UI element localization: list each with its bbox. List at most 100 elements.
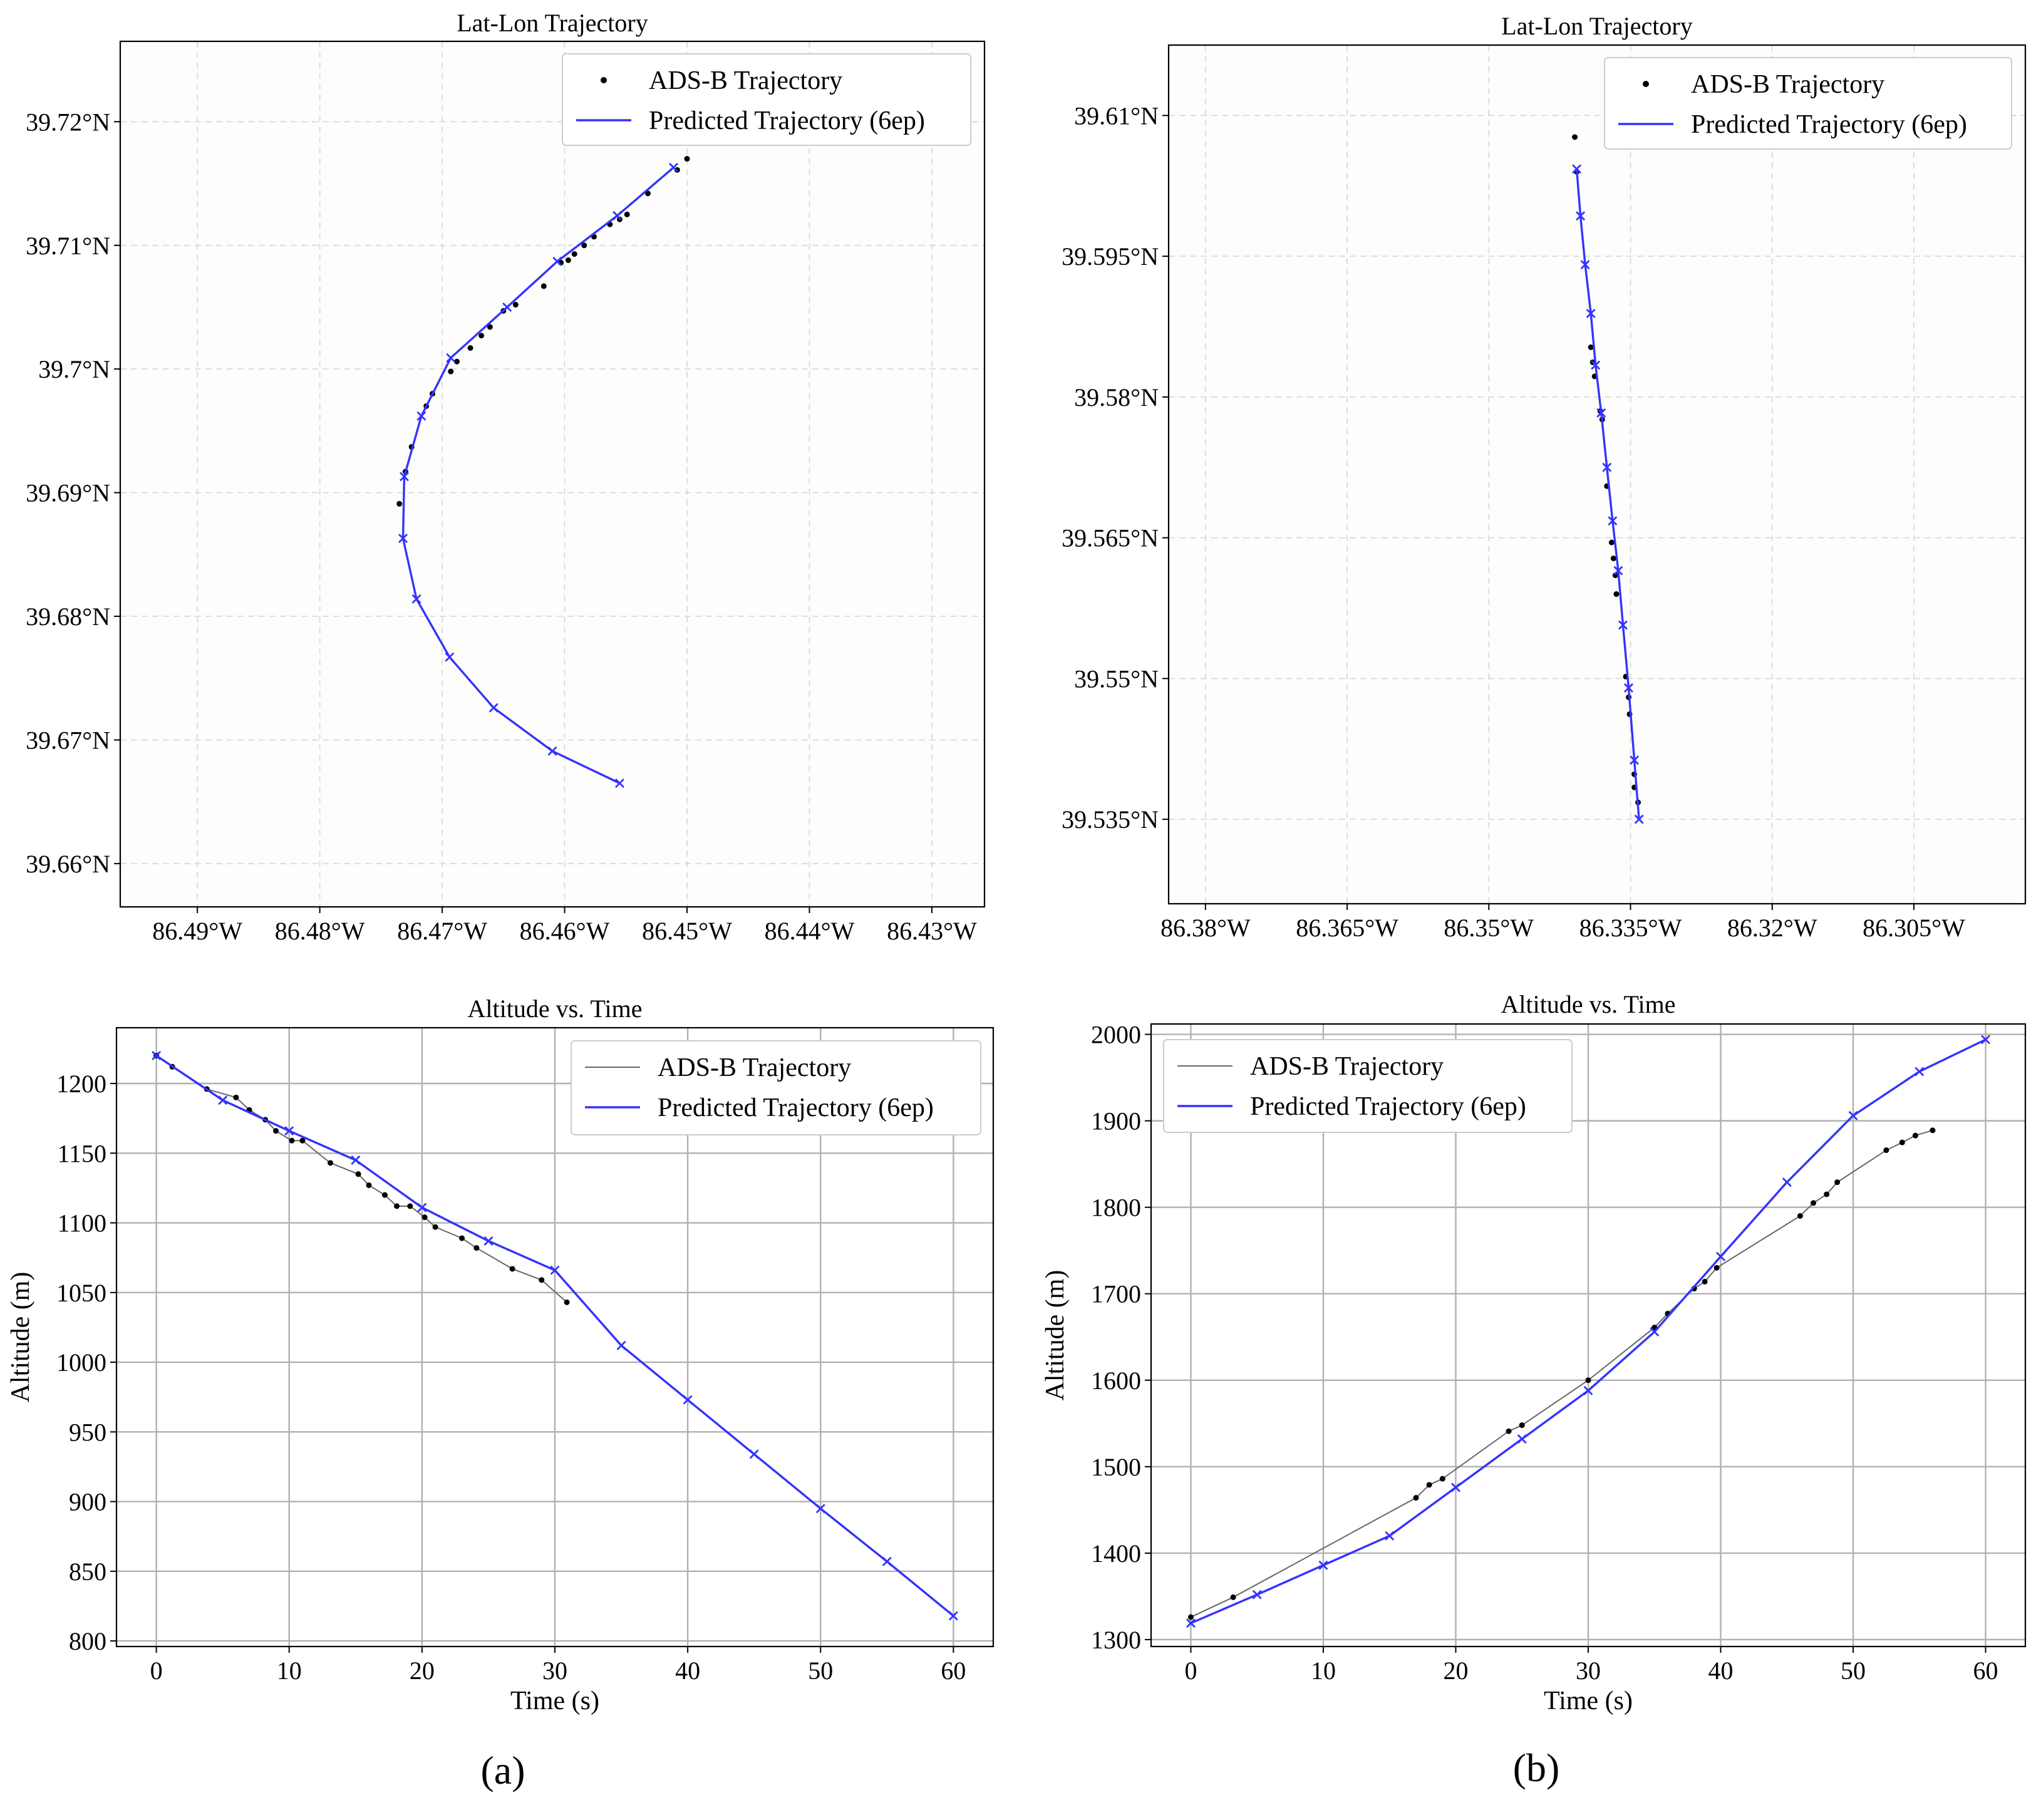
x-tick-label: 86.44°W: [765, 917, 855, 945]
chart-title: Altitude vs. Time: [1501, 990, 1676, 1018]
adsb-point: [1572, 134, 1578, 140]
y-tick-label: 1700: [1091, 1280, 1141, 1308]
x-tick-label: 86.38°W: [1160, 914, 1251, 942]
adsb-point: [355, 1171, 361, 1177]
predicted-marker: [1591, 360, 1601, 370]
x-tick-label: 60: [1973, 1657, 1998, 1685]
adsb-point: [487, 324, 493, 330]
chart-a_alt: 0 10 20 30 40 50 60 800 850 900 950 1000 1050 1100 115…: [6, 995, 995, 1715]
predicted-marker: [1318, 1560, 1328, 1570]
y-tick-label: 1300: [1091, 1626, 1141, 1654]
x-tick-label: 20: [1443, 1657, 1468, 1685]
legend: ADS-B Trajectory Predicted Trajectory (6e…: [1163, 1039, 1573, 1133]
series-predicted: [398, 162, 678, 788]
y-tick-label: 39.7°N: [38, 355, 110, 383]
adsb-point: [1519, 1422, 1525, 1429]
legend: ADS-B Trajectory Predicted Trajectory (6e…: [571, 1040, 981, 1135]
adsb-point: [1230, 1594, 1236, 1600]
predicted-marker: [1608, 516, 1618, 526]
y-tick-label: 1100: [57, 1209, 106, 1238]
y-tick-label: 1800: [1091, 1194, 1141, 1222]
y-tick-label: 39.595°N: [1062, 242, 1159, 271]
predicted-marker: [547, 746, 557, 756]
predicted-marker: [502, 302, 512, 312]
adsb-point: [273, 1128, 279, 1134]
x-tick-label: 86.335°W: [1579, 914, 1682, 942]
legend-label: Predicted Trajectory (6ep): [658, 1094, 934, 1122]
adsb-point: [1588, 344, 1594, 350]
adsb-point: [1585, 1377, 1591, 1383]
predicted-marker: [552, 256, 562, 266]
adsb-point: [1811, 1200, 1817, 1206]
x-tick-label: 20: [410, 1657, 435, 1685]
adsb-point: [565, 257, 571, 263]
adsb-point: [1426, 1482, 1432, 1488]
predicted-marker: [411, 594, 421, 604]
legend-label: ADS-B Trajectory: [658, 1053, 851, 1082]
adsb-point: [571, 251, 577, 257]
legend: ADS-B Trajectory Predicted Trajectory (6e…: [1604, 57, 2012, 150]
predicted-marker: [1596, 408, 1606, 418]
adsb-point: [1610, 556, 1616, 562]
legend-box: [571, 1040, 981, 1135]
legend-swatch-adsb: [1643, 81, 1649, 87]
x-tick-label: 86.45°W: [642, 917, 732, 945]
adsb-point: [1608, 539, 1615, 545]
x-tick-label: 30: [1576, 1657, 1601, 1685]
adsb-point: [1613, 591, 1620, 597]
y-tick-label: 1600: [1091, 1367, 1141, 1395]
predicted-marker: [882, 1556, 892, 1566]
predicted-marker: [1613, 566, 1623, 576]
y-tick-label: 39.58°N: [1074, 383, 1159, 411]
axes-frame: [1167, 44, 2027, 905]
predicted-marker: [1517, 1434, 1527, 1444]
adsb-point: [478, 333, 485, 339]
x-tick-label: 50: [1841, 1657, 1866, 1685]
y-tick-label: 39.72°N: [26, 108, 110, 136]
x-tick-label: 86.305°W: [1863, 914, 1965, 942]
adsb-point: [1930, 1127, 1936, 1134]
x-axis-label: Time (s): [510, 1687, 599, 1715]
predicted-marker: [1572, 164, 1582, 174]
y-tick-label: 1050: [56, 1279, 106, 1307]
x-axis-label: Time (s): [1544, 1687, 1633, 1715]
predicted-marker: [1576, 211, 1586, 221]
predicted-marker: [1848, 1110, 1858, 1120]
y-tick-label: 39.535°N: [1062, 805, 1159, 834]
adsb-point: [394, 1203, 400, 1209]
predicted-marker: [417, 1202, 427, 1212]
y-tick-label: 1000: [56, 1348, 106, 1377]
adsb-point: [432, 1224, 438, 1230]
y-tick-label: 900: [69, 1488, 106, 1516]
predicted-marker: [1650, 1326, 1660, 1337]
adsb-point: [617, 216, 623, 222]
predicted-marker: [488, 703, 499, 713]
adsb-point: [1797, 1212, 1803, 1219]
adsb-point: [366, 1182, 372, 1188]
legend-label: ADS-B Trajectory: [1250, 1052, 1444, 1081]
y-tick-label: 39.71°N: [26, 232, 110, 260]
predicted-marker: [1186, 1618, 1196, 1628]
adsb-point: [1506, 1428, 1512, 1434]
predicted-marker: [1634, 814, 1644, 824]
x-tick-label: 40: [1708, 1657, 1734, 1685]
y-tick-label: 39.61°N: [1074, 101, 1159, 130]
predicted-marker: [1586, 309, 1596, 319]
x-tick-label: 10: [277, 1657, 302, 1685]
predicted-marker: [1580, 260, 1590, 270]
predicted-marker: [446, 353, 456, 363]
x-tick-label: 86.365°W: [1296, 914, 1398, 942]
adsb-line: [156, 1055, 567, 1303]
predicted-marker: [1618, 620, 1628, 630]
predicted-marker: [669, 162, 678, 172]
adsb-point: [396, 500, 403, 507]
y-tick-label: 39.565°N: [1062, 524, 1159, 552]
y-axis-label: Altitude (m): [6, 1272, 35, 1403]
legend-label: Predicted Trajectory (6ep): [1691, 110, 1967, 139]
adsb-point: [289, 1137, 295, 1144]
adsb-point: [1824, 1191, 1830, 1197]
legend-label: ADS-B Trajectory: [649, 66, 842, 95]
predicted-marker: [445, 652, 455, 662]
predicted-marker: [1716, 1251, 1726, 1261]
x-tick-label: 60: [941, 1657, 966, 1685]
